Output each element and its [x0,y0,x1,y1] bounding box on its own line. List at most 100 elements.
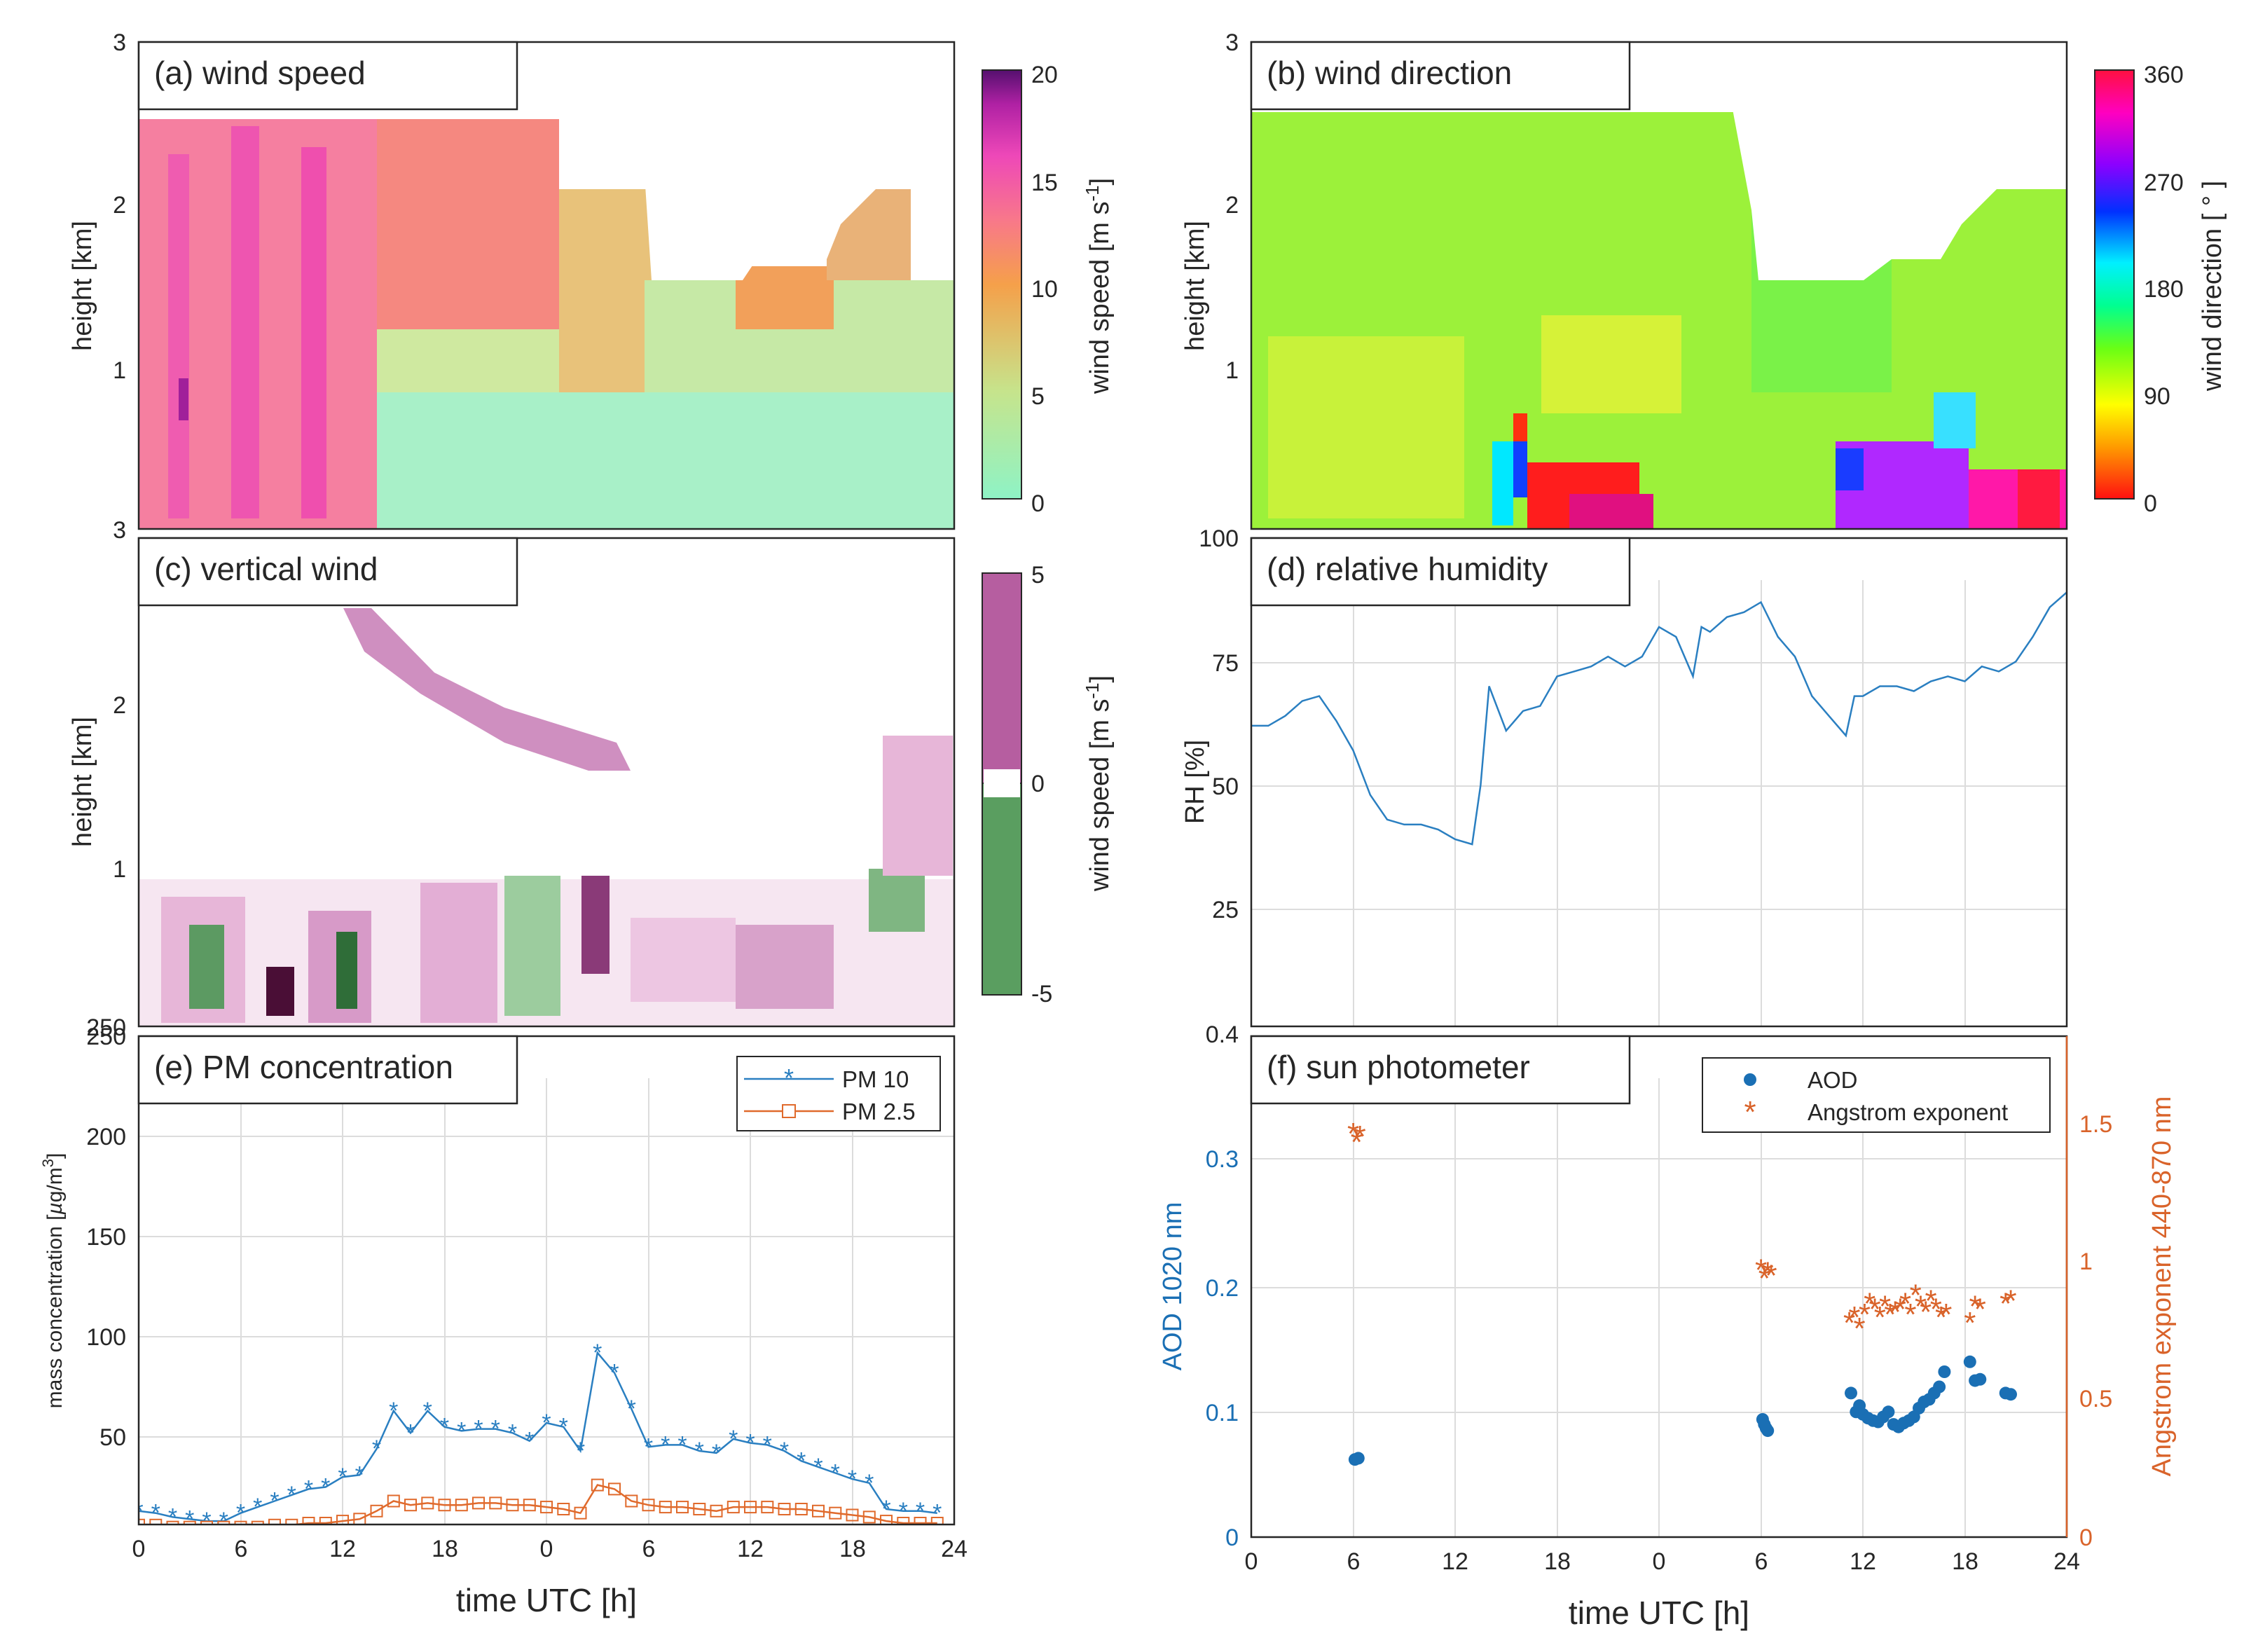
pm-point: * [185,1506,194,1532]
pm-point [744,1501,757,1514]
angstrom-point: * [1974,1292,1986,1326]
colorbar-wind-direction: 360 270 180 90 0 wind direction [ ° ] [2094,62,2227,517]
plot-frame-d [1250,537,2068,1028]
legend-f-box [1702,1057,2051,1133]
pm-point [897,1517,910,1524]
pm-point: * [593,1340,602,1366]
title-box-f: (f) sun photometer [1250,1035,1631,1105]
cb-a-tick-5: 5 [1031,383,1045,410]
legend-f: AOD * Angstrom exponent [1702,1057,2051,1133]
cb-b-tick-180: 180 [2144,276,2184,303]
y-tick-a-2: 2 [113,192,126,219]
cb-b-tick-90: 90 [2144,383,2170,410]
angstrom-point: * [1899,1286,1911,1321]
x-tick-f-18b: 18 [1952,1548,1978,1575]
aod-point [1882,1405,1895,1419]
pm-plot-area: * * * * * * * * * * * * * * * * * * * * * * * * * * * * * * * * * * * * * * * *… [139,1340,944,1534]
wd-data-gap [1695,83,2067,280]
pm-point: * [321,1474,330,1501]
x-tick-e-24: 24 [941,1536,968,1562]
pm-point: * [440,1414,449,1440]
y-tick-f-0.3: 0.3 [1206,1146,1239,1173]
pm-point [930,1517,944,1524]
angstrom-point: * [1755,1253,1767,1288]
y-tick-d-50: 50 [1212,773,1239,800]
pm-point [404,1499,417,1512]
pm-point [387,1494,400,1508]
y-tick-e-250: 250 [86,1024,126,1050]
y-tick-a-3: 3 [113,29,126,56]
pm-point [778,1503,791,1515]
aod-point [1761,1424,1775,1438]
panel-relative-humidity: (d) relative humidity 100 75 50 25 0.4 R… [1180,525,2068,1048]
band-wd-cyan2 [1934,392,1976,448]
heatmap-wind-speed [139,83,954,529]
pm-point: * [338,1464,347,1490]
title-box-c: (c) vertical wind [137,537,518,607]
pm-point: * [202,1508,211,1534]
angstrom-point: * [1868,1292,1880,1326]
x-ticks-e: 0 6 12 18 0 6 12 18 24 [132,1536,968,1562]
angstrom-point: * [1894,1292,1906,1326]
band-ws-pink1 [168,154,189,518]
angstrom-point: * [1940,1297,1952,1332]
pm-point: * [508,1419,517,1446]
band-vw-pink4 [631,918,736,1002]
y-tick-c-bottom: 250 [86,1014,126,1041]
ws-data-gap [560,83,954,280]
angstrom-point: * [1935,1300,1947,1335]
pm-point [523,1499,536,1512]
y-ticks-right-f: 1.5 1 0.5 0 [2079,1111,2112,1551]
pm-point [693,1503,706,1515]
plot-frame-a [137,41,956,530]
pm-point [829,1506,842,1520]
pm-point: * [865,1470,874,1496]
pm-point [370,1504,383,1517]
cb-a-tick-15: 15 [1031,170,1058,196]
angstrom-point: * [1859,1297,1871,1332]
band-vw-layer [343,608,631,771]
y-axis-label-d: RH [%] [1180,740,1210,824]
angstrom-point: * [1843,1306,1855,1340]
plot-frame-c [137,537,956,1028]
pm-point [862,1510,876,1524]
x-tick-e-0b: 0 [540,1536,553,1562]
pm-point: * [491,1416,500,1443]
cb-b-tick-360: 360 [2144,62,2184,88]
cb-b-tick-0: 0 [2144,490,2157,517]
heatmap-wind-direction [1251,83,2067,529]
colorbar-a-label: wind speed [m s-1] [1082,178,1115,394]
x-tick-f-6: 6 [1347,1548,1361,1575]
pm-point: * [797,1447,806,1474]
pm-point [625,1494,638,1508]
band-ws-low-right [377,392,954,529]
x-tick-e-0: 0 [132,1536,146,1562]
aod-point [1845,1386,1857,1400]
band-vw-right-edge [883,736,953,876]
angstrom-point: * [1848,1300,1860,1335]
pm-point: * [406,1419,415,1446]
colorbar-vertical-wind: 5 0 -5 wind speed [m s-1] [982,562,1115,1007]
band-vw-green4 [869,869,925,932]
y-tick-e-200: 200 [86,1124,126,1150]
angstrom-point: * [1351,1125,1363,1159]
y-tick-e-100: 100 [86,1324,126,1351]
band-ws-orange [736,266,834,329]
y-tick-f-0.1: 0.1 [1206,1400,1239,1426]
pm-point [812,1504,825,1517]
pm-point: * [474,1416,483,1443]
x-tick-f-18: 18 [1544,1548,1571,1575]
x-tick-f-0b: 0 [1653,1548,1666,1575]
legend-angstrom-label: Angstrom exponent [1808,1099,2008,1125]
angstrom-point: * [1864,1286,1875,1321]
angstrom-point: * [1347,1117,1359,1151]
angstrom-point: * [1904,1297,1916,1332]
pm-point: * [423,1398,432,1424]
angstrom-point: * [1999,1286,2011,1321]
legend-aod-marker [1744,1073,1756,1086]
band-wd-cyan1 [1492,441,1513,525]
angstrom-point: * [1930,1292,1942,1326]
pm-point: * [745,1430,755,1457]
y-axis-label-left-f: AOD 1020 nm [1158,1202,1188,1371]
